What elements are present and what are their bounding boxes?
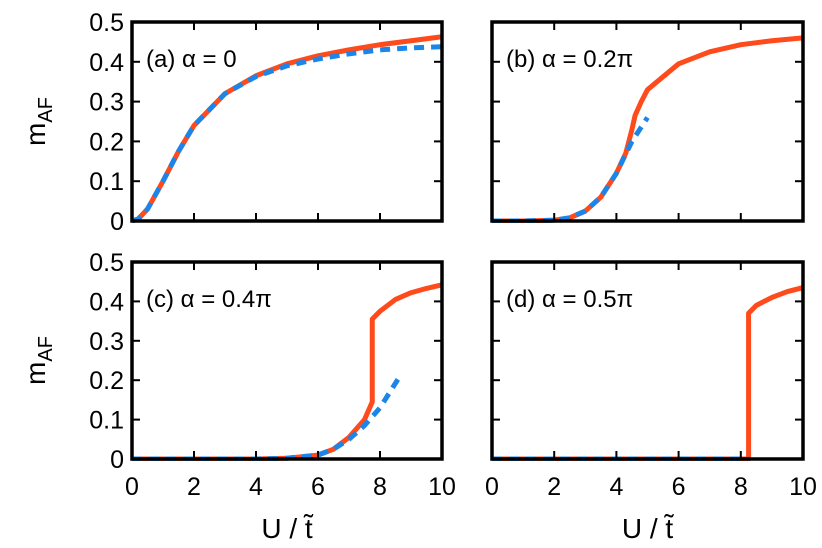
x-tick-label: 2 (187, 473, 201, 501)
panel-label: (b) α = 0.2π (506, 46, 633, 73)
y-tick-label: 0.4 (89, 288, 124, 316)
y-tick-label: 0.3 (89, 89, 124, 117)
y-tick-label: 0.4 (89, 49, 124, 77)
panel-label: (c) α = 0.4π (146, 286, 272, 313)
panel-frame (490, 20, 805, 223)
y-tick-label: 0 (110, 208, 124, 236)
y-tick-label: 0.3 (89, 328, 124, 356)
y-tick-label: 0.2 (89, 128, 124, 156)
y-axis-title: mAF (20, 97, 57, 146)
panel-b: (b) α = 0.2π (490, 20, 805, 223)
x-tick-label: 0 (125, 473, 139, 501)
y-tick-label: 0.5 (89, 9, 124, 37)
panel-label: (a) α = 0 (146, 46, 237, 73)
y-tick-label: 0.1 (89, 168, 124, 196)
x-tick-label: 10 (789, 473, 817, 501)
x-tick-label: 6 (311, 473, 325, 501)
x-tick-label: 4 (609, 473, 623, 501)
x-tick-label: 0 (485, 473, 499, 501)
series-line-dashed (492, 116, 650, 223)
x-tick-label: 8 (373, 473, 387, 501)
panel-a: 0 0.1 0.2 0.3 0.4 0.5 (a) α = 0 mAF (20, 9, 444, 236)
x-tick-label: 4 (249, 473, 263, 501)
series-line-dashed (132, 44, 442, 223)
x-tick-label: 6 (672, 473, 686, 501)
x-tick-label: 2 (547, 473, 561, 501)
panel-d: 0 2 4 6 8 10 (d) α = 0.5π U / t̃ (485, 260, 817, 544)
plot-area (492, 285, 803, 461)
x-tick-label: 10 (428, 473, 456, 501)
y-tick-label: 0.5 (89, 249, 124, 277)
series-line-dashed (132, 376, 401, 461)
panel-label: (d) α = 0.5π (506, 286, 633, 313)
y-tick-label: 0.2 (89, 367, 124, 395)
x-tick-label: 8 (734, 473, 748, 501)
panel-frame (130, 20, 444, 223)
y-tick-label: 0.1 (89, 407, 124, 435)
panel-frame (490, 260, 805, 461)
x-axis-title: U / t̃ (261, 513, 314, 544)
plot-area (132, 34, 442, 223)
x-axis-title: U / t̃ (622, 513, 675, 544)
panel-c: 0 0.1 0.2 0.3 0.4 0.5 0 2 4 6 8 10 (c) α = 0.4π mAF U … (20, 249, 456, 544)
y-axis-title: mAF (20, 336, 57, 385)
panel-frame (130, 260, 444, 461)
y-tick-label: 0 (110, 446, 124, 474)
series-line-solid (492, 285, 803, 461)
